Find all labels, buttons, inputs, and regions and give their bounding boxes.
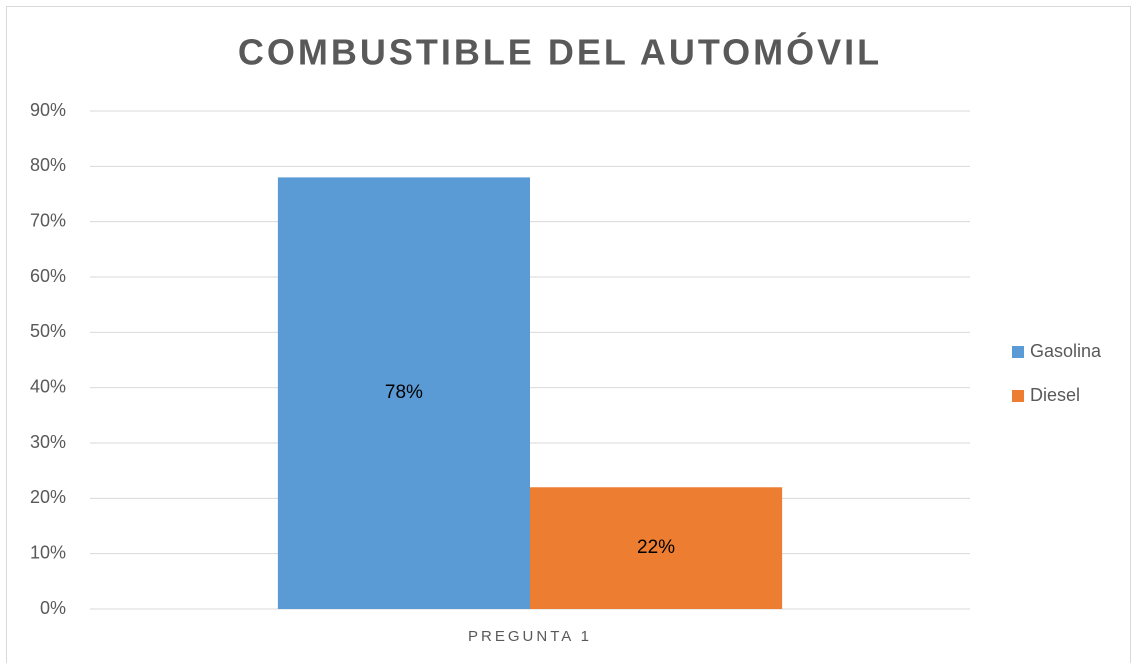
data-label: 22% (637, 537, 675, 558)
y-tick-label: 20% (30, 487, 66, 507)
legend-swatch (1012, 346, 1024, 358)
y-tick-label: 50% (30, 321, 66, 341)
bar (277, 177, 530, 609)
y-tick-label: 30% (30, 432, 66, 452)
y-tick-label: 90% (30, 100, 66, 120)
legend-swatch (1012, 390, 1024, 402)
y-tick-label: 60% (30, 266, 66, 286)
y-tick-label: 80% (30, 155, 66, 175)
y-tick-label: 0% (40, 598, 66, 618)
legend-label: Gasolina (1030, 341, 1102, 361)
y-tick-label: 10% (30, 542, 66, 562)
bar (530, 487, 783, 609)
y-tick-label: 70% (30, 210, 66, 230)
x-tick-label: PREGUNTA 1 (468, 628, 592, 645)
legend-label: Diesel (1030, 385, 1080, 405)
data-label: 78% (385, 382, 423, 403)
y-tick-label: 40% (30, 376, 66, 396)
chart-title: COMBUSTIBLE DEL AUTOMÓVIL (238, 31, 882, 73)
